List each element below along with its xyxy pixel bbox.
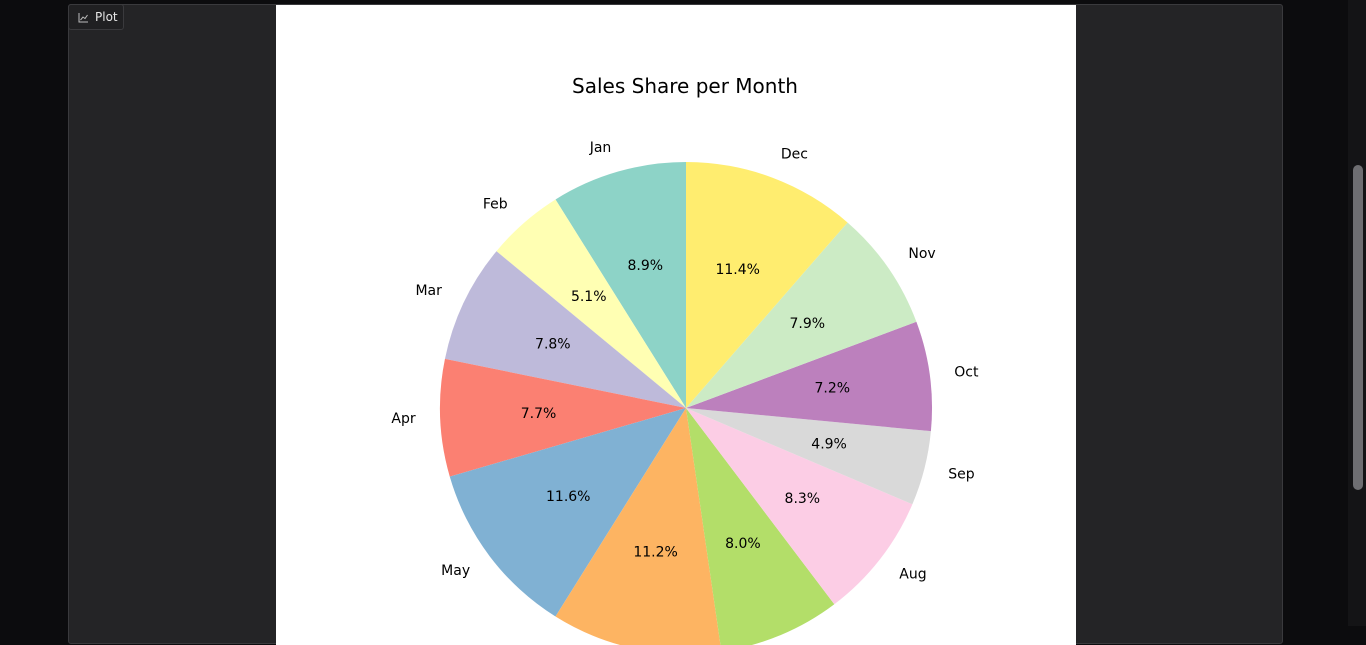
pie-category-label: Sep	[948, 466, 975, 482]
pie-chart: Sales Share per Month 8.9% Jan 5.1% Feb 7.8%…	[391, 74, 979, 645]
pie-value-label: 11.4%	[715, 262, 759, 278]
pie-slice-aug	[686, 408, 913, 605]
tab-plot[interactable]: Plot	[68, 4, 124, 30]
chart-figure: Sales Share per Month 8.9% Jan 5.1% Feb 7.8%…	[276, 5, 1076, 645]
pie-value-label: 5.1%	[571, 289, 607, 305]
pie-category-label: Dec	[781, 147, 808, 163]
pie-value-label: 11.2%	[633, 544, 677, 560]
pie-slice-mar	[444, 251, 686, 408]
pie-value-label: 8.3%	[785, 491, 821, 507]
pie-value-label: 7.9%	[790, 316, 826, 332]
pie-category-label: Aug	[899, 567, 926, 583]
pie-value-label: 4.9%	[811, 436, 847, 452]
pie-slice-feb	[496, 199, 686, 408]
pie-value-label: 11.6%	[546, 489, 590, 505]
pie-value-label: 8.0%	[725, 536, 761, 552]
pie-slice-jul	[686, 408, 835, 645]
pie-category-label: May	[441, 563, 470, 579]
pie-slice-may	[449, 408, 686, 617]
pie-slice-sep	[686, 408, 931, 505]
tab-plot-label: Plot	[95, 10, 118, 24]
scrollbar-thumb[interactable]	[1353, 165, 1363, 490]
chart-icon	[78, 12, 89, 23]
pie-slice-jun	[555, 408, 721, 645]
pie-category-label: Oct	[954, 364, 979, 380]
chart-title: Sales Share per Month	[572, 74, 798, 98]
pie-slice-apr	[440, 358, 686, 477]
pie-slice-oct	[686, 321, 932, 432]
pie-slice-nov	[686, 222, 917, 408]
pie-category-label: Feb	[483, 196, 508, 212]
pie-category-label: Apr	[391, 411, 415, 427]
pie-category-label: Jan	[589, 140, 612, 156]
pie-slice-jan	[555, 162, 686, 408]
pie-value-label: 7.2%	[815, 381, 851, 397]
pie-value-label: 8.9%	[627, 258, 663, 274]
pie-category-label: Nov	[908, 246, 935, 262]
pie-value-label: 7.7%	[521, 406, 557, 422]
pie-category-label: Mar	[415, 283, 442, 299]
pie-value-label: 7.8%	[535, 336, 571, 352]
pie-slice-dec	[686, 162, 848, 408]
